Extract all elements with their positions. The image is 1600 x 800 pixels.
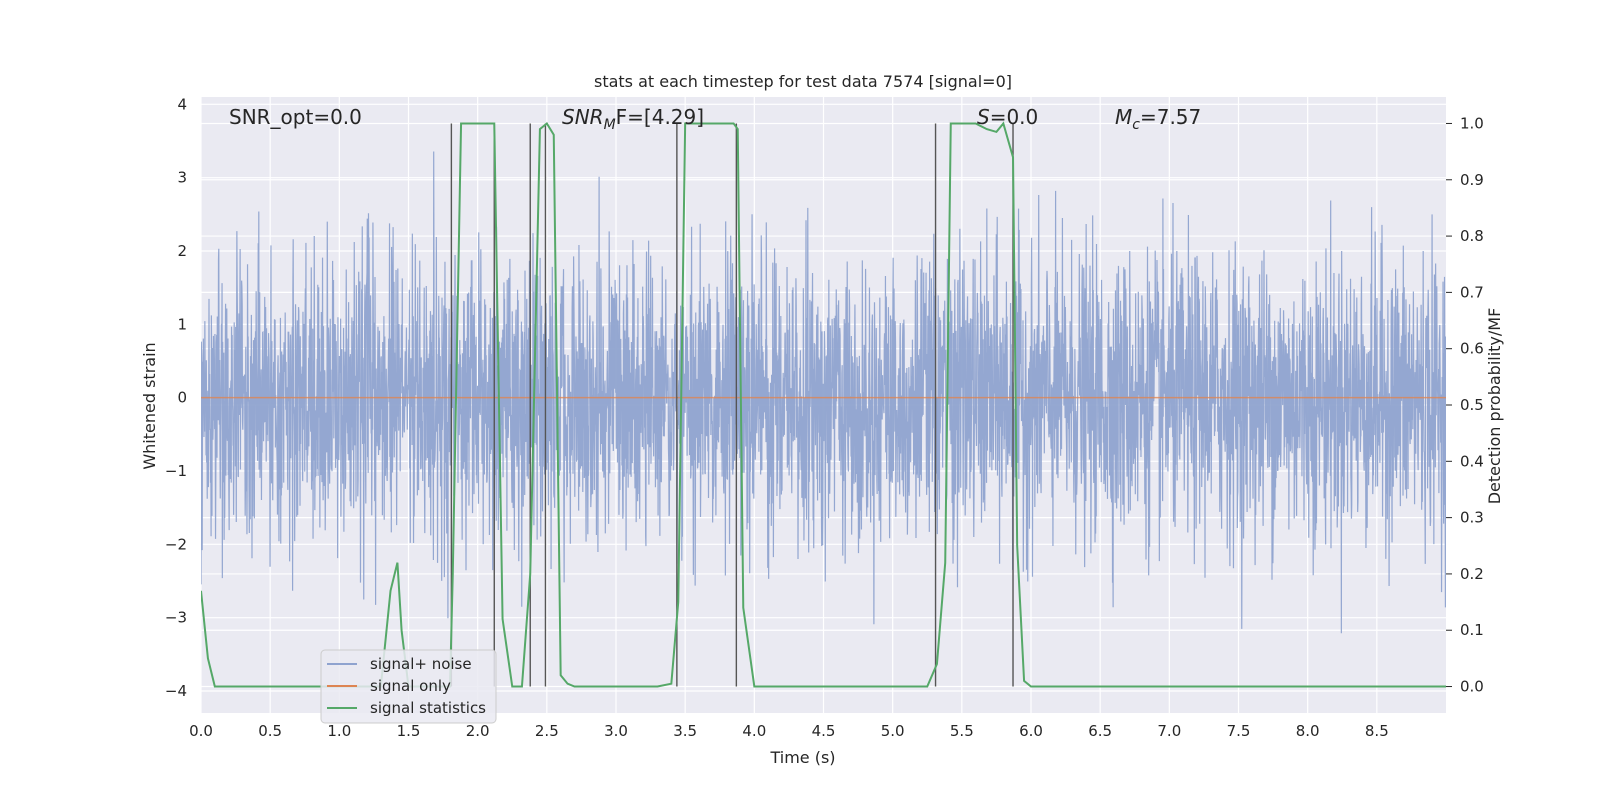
y-axis-left-label: Whitened strain <box>140 342 159 469</box>
x-tick-label: 5.0 <box>881 722 905 740</box>
annotation-mc: Mc=7.57 <box>1115 105 1201 133</box>
x-tick-label: 7.5 <box>1227 722 1251 740</box>
y-left-tick-label: 1 <box>177 315 187 333</box>
y-right-tick-label: 0.1 <box>1460 621 1484 639</box>
annotation-snr-mf-sub: M <box>604 117 616 133</box>
y-axis-right-label: Detection probability/MF <box>1485 308 1504 505</box>
x-tick-label: 0.5 <box>258 722 282 740</box>
annotation-snr-mf-rest: F=[4.29] <box>616 105 704 129</box>
y-left-tick-label: −2 <box>165 535 187 553</box>
x-axis-ticks: 0.0 0.5 1.0 1.5 2.0 2.5 3.0 3.5 4.0 4.5 5.0 5.5 6.0 6… <box>189 722 1389 740</box>
y-right-tick-label: 0.5 <box>1460 396 1484 414</box>
y-right-tick-label: 0.0 <box>1460 678 1484 696</box>
annotation-mc-sub: c <box>1132 117 1140 133</box>
y-left-tick-label: −1 <box>165 462 187 480</box>
annotation-snr-mf: SNRMF=[4.29] <box>562 105 704 133</box>
y-left-tick-label: 4 <box>177 95 187 113</box>
x-tick-label: 1.5 <box>397 722 421 740</box>
annotation-snr-opt: SNR_opt=0.0 <box>229 105 362 129</box>
legend-box <box>320 649 497 724</box>
annotation-snr-mf-main: SNR <box>562 105 604 129</box>
y-right-tick-label: 0.9 <box>1460 171 1484 189</box>
annotation-s: S=0.0 <box>977 105 1038 129</box>
y-right-tick-label: 0.8 <box>1460 227 1484 245</box>
x-tick-label: 1.0 <box>327 722 351 740</box>
legend: signal+ noise signal only signal statist… <box>320 649 497 724</box>
y-right-tick-label: 1.0 <box>1460 114 1484 132</box>
y-right-tick-label: 0.7 <box>1460 283 1484 301</box>
x-tick-label: 5.5 <box>950 722 974 740</box>
y-left-tick-label: 0 <box>177 389 187 407</box>
x-tick-label: 6.5 <box>1088 722 1112 740</box>
annotation-s-italic: S <box>977 105 990 129</box>
y-right-tick-label: 0.6 <box>1460 340 1484 358</box>
y-left-tick-label: 2 <box>177 242 187 260</box>
x-tick-label: 7.0 <box>1157 722 1181 740</box>
x-tick-label: 8.5 <box>1365 722 1389 740</box>
y-axis-left-ticks: 4 3 2 1 0 −1 −2 −3 −4 <box>165 95 187 700</box>
y-left-tick-label: 3 <box>177 169 187 187</box>
annotation-mc-rest: =7.57 <box>1140 105 1201 129</box>
x-tick-label: 2.5 <box>535 722 559 740</box>
y-right-tick-label: 0.3 <box>1460 509 1484 527</box>
x-tick-label: 3.0 <box>604 722 628 740</box>
legend-label-signal-noise: signal+ noise <box>370 655 472 673</box>
legend-label-signal-statistics: signal statistics <box>370 699 486 717</box>
annotation-mc-italic: M <box>1115 105 1132 129</box>
x-tick-label: 2.0 <box>466 722 490 740</box>
y-right-tick-label: 0.2 <box>1460 565 1484 583</box>
y-left-tick-label: −3 <box>165 609 187 627</box>
x-tick-label: 3.5 <box>673 722 697 740</box>
y-right-tick-label: 0.4 <box>1460 452 1484 470</box>
x-tick-label: 4.5 <box>812 722 836 740</box>
legend-label-signal-only: signal only <box>370 677 451 695</box>
x-axis-label: Time (s) <box>769 748 835 767</box>
annotation-s-rest: =0.0 <box>990 105 1039 129</box>
series-signal-noise <box>201 151 1446 634</box>
y-left-tick-label: −4 <box>165 682 187 700</box>
y-axis-right-ticks: 1.0 0.9 0.8 0.7 0.6 0.5 0.4 0.3 0.2 0.1 0.0 <box>1446 114 1484 696</box>
x-tick-label: 8.0 <box>1296 722 1320 740</box>
chart-title: stats at each timestep for test data 757… <box>594 72 1012 91</box>
x-tick-label: 4.0 <box>742 722 766 740</box>
x-tick-label: 0.0 <box>189 722 213 740</box>
x-tick-label: 6.0 <box>1019 722 1043 740</box>
